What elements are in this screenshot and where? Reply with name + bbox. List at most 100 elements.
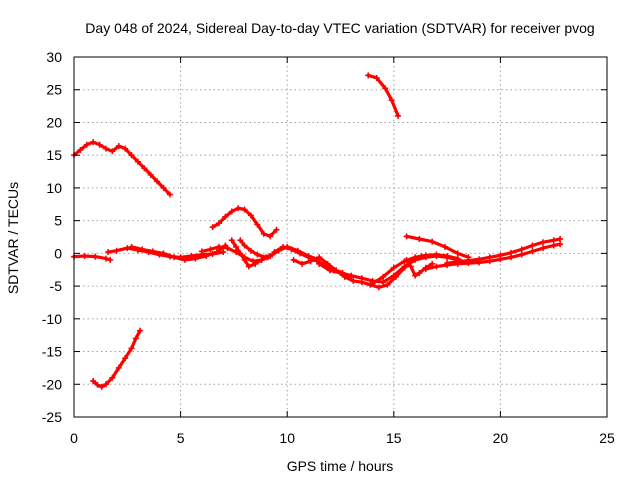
data-point — [550, 242, 557, 249]
data-point — [247, 212, 254, 219]
data-point — [422, 266, 429, 273]
data-point — [365, 72, 372, 79]
data-point — [203, 252, 210, 259]
y-tick-label: -20 — [42, 376, 62, 392]
data-point — [241, 206, 248, 213]
y-tick-label: 25 — [46, 82, 62, 98]
y-tick-label: 20 — [46, 114, 62, 130]
data-point — [486, 254, 493, 261]
data-point — [132, 335, 139, 342]
y-axis-label: SDTVAR / TECUs — [5, 182, 21, 294]
data-point — [403, 256, 410, 263]
data-point — [105, 249, 112, 256]
data-point — [324, 260, 331, 267]
data-point — [316, 254, 323, 261]
data-point — [209, 224, 216, 231]
data-point — [518, 246, 525, 253]
data-point — [92, 253, 99, 260]
data-point — [96, 141, 103, 148]
data-point — [254, 221, 261, 228]
data-point — [416, 270, 423, 276]
data-point — [518, 251, 525, 258]
data-point — [237, 250, 244, 257]
data-point — [307, 258, 314, 265]
y-tick-label: -25 — [42, 409, 62, 425]
y-tick-label: -5 — [50, 278, 63, 294]
data-point — [429, 260, 436, 267]
data-point — [395, 112, 402, 119]
data-point — [262, 254, 269, 261]
data-point — [154, 178, 161, 185]
data-point — [358, 275, 365, 282]
data-point — [258, 256, 265, 263]
data-point — [529, 242, 536, 249]
data-point — [109, 148, 116, 155]
y-tick-label: 15 — [46, 147, 62, 163]
data-point — [160, 250, 167, 257]
data-point — [290, 256, 297, 263]
data-point — [115, 143, 122, 150]
x-tick-label: 10 — [279, 430, 295, 446]
data-point — [401, 263, 408, 270]
data-point — [326, 267, 333, 274]
data-point — [224, 245, 231, 252]
data-point — [557, 241, 564, 248]
data-point — [444, 260, 451, 267]
data-point — [102, 145, 109, 152]
data-point — [380, 279, 387, 286]
data-point — [81, 252, 88, 259]
data-point — [373, 74, 380, 81]
data-point — [279, 243, 286, 250]
data-point — [215, 243, 222, 250]
data-point — [213, 249, 220, 256]
y-axis-ticks: 30 25 20 15 10 5 0 -5 -10 -15 -20 -25 — [42, 49, 607, 425]
data-point — [228, 237, 235, 244]
data-point — [241, 256, 248, 263]
data-point — [124, 245, 131, 252]
series-arc-a — [72, 140, 172, 197]
data-point — [141, 165, 148, 172]
data-point — [557, 235, 564, 242]
chart-title: Day 048 of 2024, Sidereal Day-to-day VTE… — [85, 20, 594, 36]
data-point — [454, 250, 461, 257]
data-point — [296, 250, 303, 257]
data-point — [271, 249, 278, 256]
data-point — [388, 97, 395, 104]
data-point — [115, 364, 122, 371]
data-point — [529, 248, 536, 255]
data-point — [109, 374, 116, 381]
data-point — [267, 233, 274, 240]
data-point — [160, 184, 167, 191]
data-point — [122, 355, 129, 362]
data-point — [441, 243, 448, 250]
y-tick-label: -10 — [42, 311, 62, 327]
y-tick-label: 5 — [54, 213, 62, 229]
data-point — [375, 284, 382, 291]
data-point — [429, 238, 436, 245]
series-group — [71, 72, 564, 390]
data-point — [384, 281, 391, 288]
data-point — [222, 213, 229, 220]
data-point — [444, 252, 451, 259]
data-point — [171, 254, 178, 261]
y-tick-label: 30 — [46, 49, 62, 65]
data-point — [260, 230, 267, 237]
x-tick-label: 5 — [177, 430, 185, 446]
data-point — [403, 233, 410, 240]
x-tick-label: 0 — [70, 430, 78, 446]
data-point — [215, 220, 222, 227]
data-point — [113, 247, 120, 254]
data-point — [465, 257, 472, 264]
data-point — [139, 246, 146, 253]
y-tick-label: -15 — [42, 344, 62, 360]
series-arc-n — [366, 73, 400, 118]
data-point — [476, 256, 483, 263]
data-point — [241, 242, 248, 249]
data-point — [228, 208, 235, 215]
data-point — [128, 345, 135, 352]
y-tick-label: 0 — [54, 245, 62, 261]
data-point — [288, 246, 295, 253]
data-point — [412, 272, 419, 279]
data-point — [83, 141, 90, 148]
